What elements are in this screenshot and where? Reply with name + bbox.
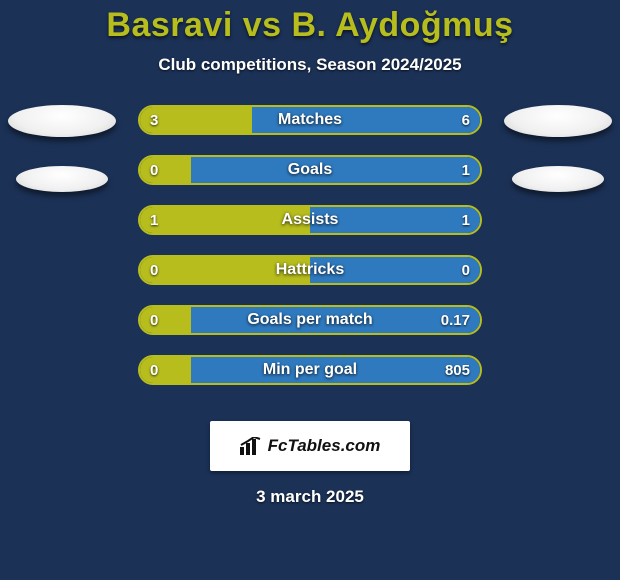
stat-value-left: 3	[150, 107, 158, 133]
brand-badge[interactable]: FcTables.com	[210, 421, 410, 471]
stat-bar: 0805Min per goal	[138, 355, 482, 385]
stat-bars: 36Matches01Goals11Assists00Hattricks00.1…	[138, 105, 482, 405]
stat-bar: 36Matches	[138, 105, 482, 135]
team-right-logo	[512, 166, 604, 192]
stat-value-left: 1	[150, 207, 158, 233]
stat-value-right: 805	[445, 357, 470, 383]
player-left-photo	[8, 105, 116, 137]
stat-value-right: 1	[462, 207, 470, 233]
stat-value-right: 0	[462, 257, 470, 283]
stat-value-right: 1	[462, 157, 470, 183]
stat-bar: 00.17Goals per match	[138, 305, 482, 335]
team-left-logo	[16, 166, 108, 192]
stat-value-left: 0	[150, 307, 158, 333]
update-date: 3 march 2025	[0, 487, 620, 507]
comparison-arena: 36Matches01Goals11Assists00Hattricks00.1…	[0, 105, 620, 405]
stat-fill-right	[191, 357, 480, 383]
stat-fill-left	[140, 357, 191, 383]
stat-bar: 11Assists	[138, 205, 482, 235]
stat-fill-left	[140, 257, 310, 283]
stat-bar: 00Hattricks	[138, 255, 482, 285]
stat-fill-left	[140, 307, 191, 333]
stat-fill-left	[140, 157, 191, 183]
stat-value-left: 0	[150, 357, 158, 383]
stat-fill-right	[191, 307, 480, 333]
page-subtitle: Club competitions, Season 2024/2025	[0, 55, 620, 75]
player-right-photo	[504, 105, 612, 137]
stat-value-left: 0	[150, 157, 158, 183]
stat-fill-right	[252, 107, 480, 133]
page-title: Basravi vs B. Aydoğmuş	[0, 0, 620, 45]
stat-fill-right	[310, 207, 480, 233]
chart-icon	[240, 437, 262, 455]
stat-value-right: 0.17	[441, 307, 470, 333]
stat-fill-left	[140, 207, 310, 233]
stat-value-right: 6	[462, 107, 470, 133]
stat-bar: 01Goals	[138, 155, 482, 185]
stat-value-left: 0	[150, 257, 158, 283]
brand-text: FcTables.com	[268, 436, 381, 456]
stat-fill-right	[310, 257, 480, 283]
stat-fill-right	[191, 157, 480, 183]
